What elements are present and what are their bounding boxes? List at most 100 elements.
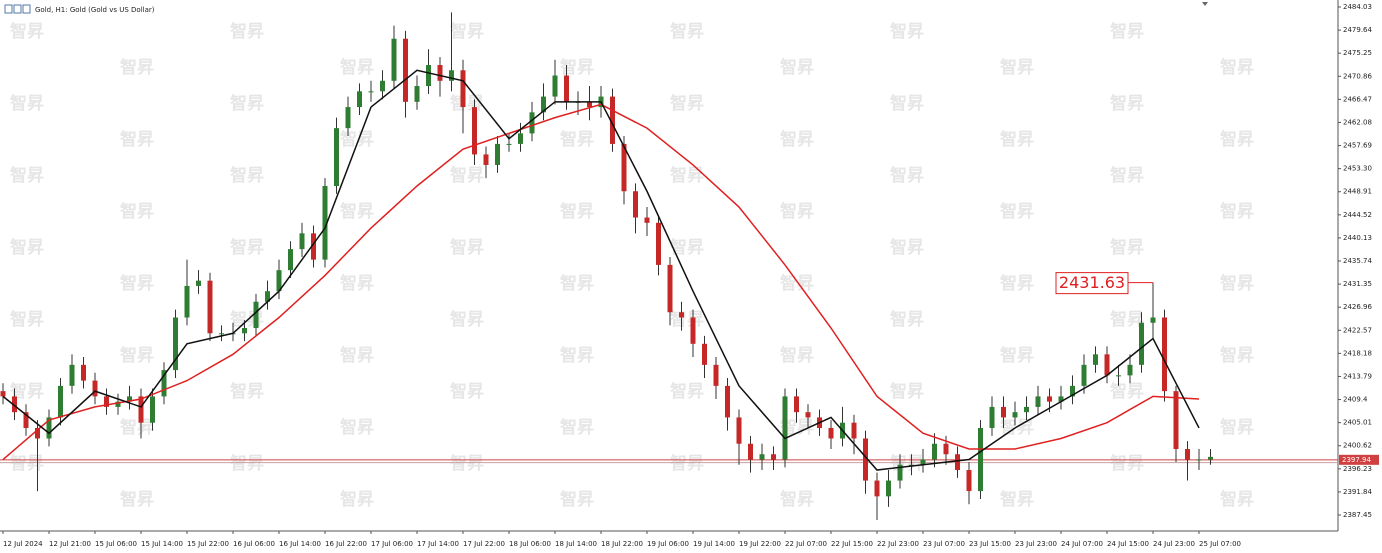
- icon: [4, 4, 13, 14]
- y-tick-label: 2448.91: [1343, 188, 1372, 196]
- annotation-text: 2431.63: [1059, 273, 1125, 292]
- candle-body: [196, 280, 201, 286]
- watermark: 智昇: [120, 345, 154, 366]
- x-tick-label: 18 Jul 22:00: [601, 540, 643, 548]
- candle-body: [541, 96, 546, 113]
- candle-body: [932, 443, 937, 460]
- watermark: 智昇: [340, 273, 374, 294]
- watermark: 智昇: [1220, 345, 1254, 366]
- x-tick-label: 15 Jul 14:00: [141, 540, 183, 548]
- x-tick-label: 23 Jul 07:00: [923, 540, 965, 548]
- watermark: 智昇: [120, 489, 154, 510]
- y-tick-label: 2435.74: [1343, 257, 1372, 265]
- watermark: 智昇: [670, 381, 704, 402]
- watermark: 智昇: [890, 21, 924, 42]
- y-tick-label: 2475.25: [1343, 49, 1372, 57]
- watermark: 智昇: [230, 381, 264, 402]
- candle-body: [23, 412, 29, 428]
- watermark: 智昇: [560, 345, 594, 366]
- candle-body: [334, 128, 339, 186]
- x-tick-label: 12 Jul 2024: [3, 540, 43, 548]
- y-tick-label: 2457.69: [1343, 142, 1372, 150]
- y-tick-label: 2409.4: [1343, 396, 1368, 404]
- watermark: 智昇: [560, 489, 594, 510]
- candle-body: [874, 480, 880, 497]
- x-tick-label: 24 Jul 15:00: [1107, 540, 1149, 548]
- candle-body: [150, 396, 155, 423]
- watermark: 智昇: [10, 381, 44, 402]
- y-tick-label: 2405.01: [1343, 419, 1372, 427]
- x-tick-label: 24 Jul 23:00: [1153, 540, 1195, 548]
- y-tick-label: 2431.35: [1343, 280, 1372, 288]
- candle-body: [506, 143, 512, 145]
- watermark: 智昇: [780, 273, 814, 294]
- candle-body: [288, 249, 293, 271]
- y-tick-label: 2470.86: [1343, 72, 1372, 80]
- candle-body: [1208, 456, 1213, 460]
- candle-body: [311, 233, 316, 260]
- watermark: 智昇: [450, 21, 484, 42]
- candle-body: [736, 417, 742, 444]
- watermark: 智昇: [10, 309, 44, 330]
- candle-body: [138, 396, 144, 423]
- candle-body: [1093, 354, 1098, 365]
- candle-body: [1047, 396, 1052, 402]
- candle-body: [276, 270, 282, 292]
- watermark: 智昇: [120, 129, 154, 150]
- watermark: 智昇: [780, 129, 814, 150]
- candle-body: [403, 38, 408, 102]
- candle-body: [322, 185, 328, 260]
- candle-body: [725, 385, 730, 418]
- candle-body: [805, 412, 811, 418]
- watermark: 智昇: [1000, 345, 1034, 366]
- candle-body: [345, 107, 351, 129]
- x-tick-label: 17 Jul 06:00: [371, 540, 413, 548]
- watermark: 智昇: [560, 273, 594, 294]
- candle-body: [1081, 364, 1087, 386]
- candle-body: [863, 438, 868, 481]
- candle-body: [759, 454, 765, 460]
- watermark: 智昇: [230, 21, 264, 42]
- candle-body: [1116, 375, 1121, 377]
- y-tick-label: 2387.45: [1343, 511, 1372, 519]
- watermark: 智昇: [1110, 165, 1144, 186]
- watermark: 智昇: [450, 237, 484, 258]
- y-tick-label: 2479.64: [1343, 26, 1372, 34]
- watermark: 智昇: [340, 57, 374, 78]
- candle-body: [1185, 448, 1190, 460]
- candle-body: [472, 107, 477, 155]
- watermark: 智昇: [670, 165, 704, 186]
- candle-body: [357, 91, 362, 108]
- candle-body: [1035, 396, 1041, 407]
- candle-body: [621, 143, 627, 192]
- candle-body: [58, 385, 63, 418]
- watermark: 智昇: [1220, 129, 1254, 150]
- candle-body: [0, 391, 6, 397]
- candle-body: [173, 317, 178, 371]
- x-tick-label: 17 Jul 14:00: [417, 540, 459, 548]
- candle-body: [265, 291, 270, 302]
- watermark: 智昇: [450, 93, 484, 114]
- candle-body: [909, 464, 914, 466]
- watermark: 智昇: [560, 417, 594, 438]
- candle-body: [667, 264, 673, 313]
- watermark: 智昇: [120, 201, 154, 222]
- candle-body: [380, 80, 385, 92]
- candle-body: [1162, 317, 1167, 392]
- candle-body: [943, 443, 949, 455]
- dropdown[interactable]: [1202, 2, 1208, 6]
- candle-body: [368, 91, 374, 93]
- candle-body: [242, 328, 247, 334]
- chart-title: Gold, H1: Gold (Gold vs US Dollar): [35, 6, 155, 14]
- icon: [22, 4, 31, 14]
- watermark: 智昇: [560, 57, 594, 78]
- candle-body: [115, 401, 121, 407]
- candle-body: [978, 427, 983, 492]
- watermark: 智昇: [1220, 273, 1254, 294]
- watermark: 智昇: [780, 417, 814, 438]
- watermark: 智昇: [780, 345, 814, 366]
- x-tick-label: 16 Jul 06:00: [233, 540, 275, 548]
- watermark: 智昇: [560, 201, 594, 222]
